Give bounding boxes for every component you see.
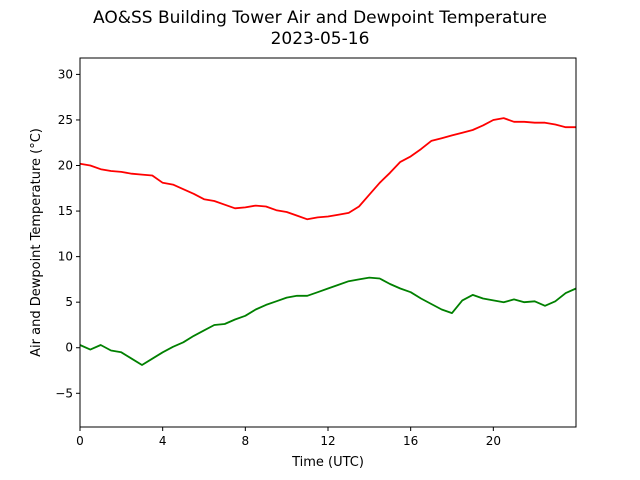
chart-subtitle: 2023-05-16: [270, 29, 370, 49]
x-tick-label: 16: [403, 434, 418, 448]
y-axis-label: Air and Dewpoint Temperature (°C): [29, 128, 44, 357]
series-line-1: [79, 276, 577, 366]
chart-title: AO&SS Building Tower Air and Dewpoint Te…: [92, 8, 547, 28]
y-tick-label: 20: [58, 159, 73, 173]
y-tick-label: 30: [58, 67, 73, 81]
y-tick-label: 10: [58, 250, 73, 264]
x-tick-label: 20: [486, 434, 501, 448]
y-tick-label: −5: [55, 386, 73, 400]
x-tick-label: 12: [320, 434, 335, 448]
series-line-0: [79, 117, 576, 221]
x-tick-label: 8: [242, 434, 250, 448]
x-axis-label: Time (UTC): [291, 455, 364, 470]
plot-frame: [79, 57, 577, 428]
x-tick-label: 0: [76, 434, 84, 448]
x-tick-label: 4: [159, 434, 167, 448]
y-tick-label: 15: [58, 204, 73, 218]
y-tick-label: 0: [65, 341, 73, 355]
y-tick-label: 25: [58, 113, 73, 127]
y-tick-label: 5: [65, 295, 73, 309]
